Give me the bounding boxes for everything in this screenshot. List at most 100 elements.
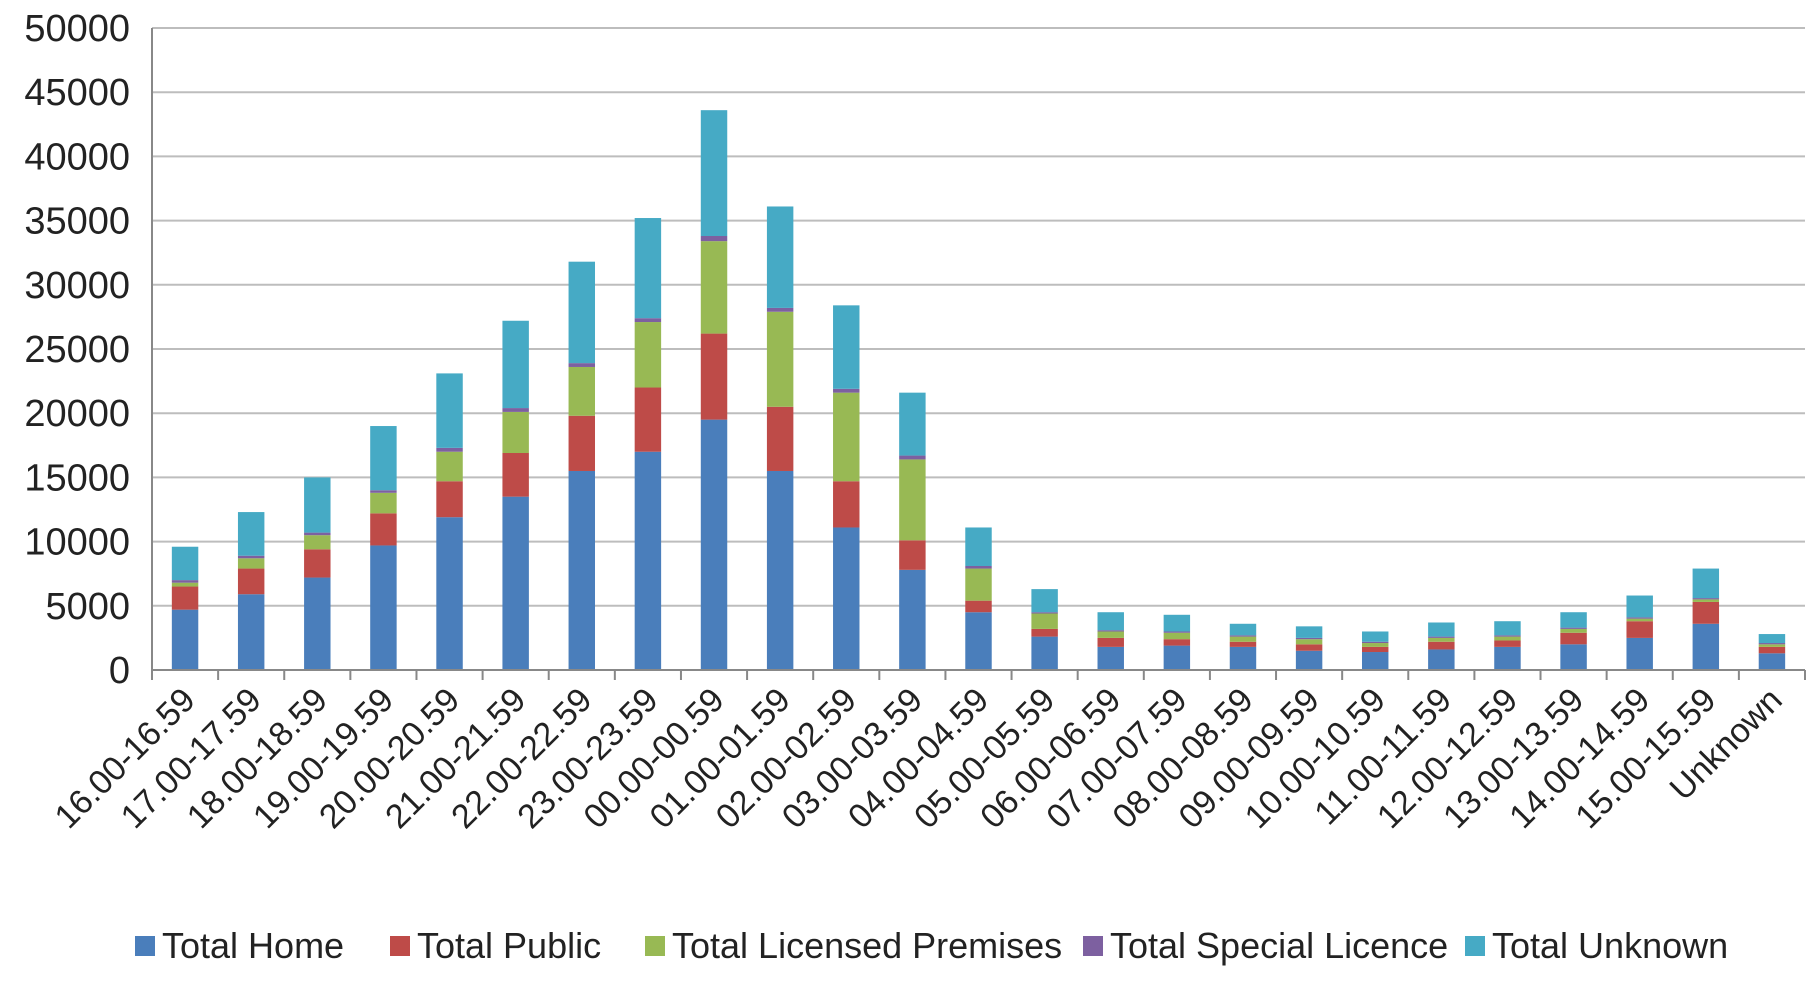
bar-segment xyxy=(1494,621,1521,636)
bar-segment xyxy=(1560,627,1587,629)
bar-segment xyxy=(700,241,728,334)
bar-segment xyxy=(899,459,926,541)
bar-segment xyxy=(1428,641,1455,650)
bar-segment xyxy=(1163,631,1191,633)
bar-segment xyxy=(1097,631,1124,638)
bar-segment xyxy=(1163,632,1191,640)
bar-segment xyxy=(634,451,662,670)
bar-segment xyxy=(304,532,331,536)
bar-segment xyxy=(237,594,265,670)
bar-segment xyxy=(1758,646,1786,654)
bar-segment xyxy=(1692,623,1720,670)
bar-segment xyxy=(965,568,992,601)
bar-segment xyxy=(237,555,265,559)
bar-segment xyxy=(1560,632,1587,645)
legend: Total Home Total Public Total Licensed Pre… xyxy=(135,925,1728,966)
bar-segment xyxy=(1031,628,1058,637)
bar-segment xyxy=(1626,621,1653,638)
bar-segment xyxy=(1494,646,1521,670)
y-tick-label: 40000 xyxy=(24,136,130,178)
bar-segment xyxy=(370,490,397,493)
bar-segment xyxy=(1361,643,1389,647)
bar-segment xyxy=(833,388,860,393)
bar-segment xyxy=(436,481,463,518)
bar-segment xyxy=(1163,645,1191,670)
bar-segment xyxy=(171,580,199,583)
bar-segment xyxy=(1758,644,1786,647)
bar-segment xyxy=(899,455,926,460)
bar-segment xyxy=(1692,599,1720,602)
y-tick-label: 25000 xyxy=(24,329,130,371)
bar-segment xyxy=(899,392,926,456)
bar-segment xyxy=(436,451,463,482)
bar-segment xyxy=(1494,640,1521,647)
bar-segment xyxy=(370,492,397,514)
bar-segment xyxy=(1428,622,1455,637)
legend-label: Total Special Licence xyxy=(1110,925,1448,966)
bar-segment xyxy=(1031,589,1058,613)
bar-segment xyxy=(502,453,529,497)
bar-segment xyxy=(700,419,728,670)
bar-segment xyxy=(1229,623,1257,636)
bar-segment xyxy=(965,600,992,613)
bar-segment xyxy=(833,527,860,670)
bar-segment xyxy=(1626,618,1653,622)
bar-segment xyxy=(1428,649,1455,670)
bar-segment xyxy=(370,513,397,546)
bar-segment xyxy=(965,612,992,670)
bar-segment xyxy=(833,305,860,389)
bar-segment xyxy=(766,311,794,407)
bar-segment xyxy=(1361,641,1389,644)
bar-segment xyxy=(370,545,397,670)
bar-segment xyxy=(1626,595,1653,618)
bar-segment xyxy=(171,582,199,587)
bar-segment xyxy=(1361,652,1389,670)
gridlines xyxy=(152,27,1805,671)
bar-segment xyxy=(766,206,794,308)
bar-segment xyxy=(1692,598,1720,600)
bar-segment xyxy=(1428,636,1455,638)
bar-segment xyxy=(1494,636,1521,641)
y-tick-label: 35000 xyxy=(24,201,130,243)
bar-segment xyxy=(1295,637,1323,640)
axes xyxy=(151,28,1806,680)
bar-segment xyxy=(1560,644,1587,670)
legend-label: Total Home xyxy=(162,925,344,966)
bar-segment xyxy=(304,549,331,578)
y-tick-label: 50000 xyxy=(24,8,130,50)
y-tick-label: 0 xyxy=(109,650,130,692)
bar-segment xyxy=(1031,613,1058,629)
bar-segment xyxy=(1758,643,1786,645)
bar-segment xyxy=(171,609,199,670)
bar-segment xyxy=(568,366,596,416)
bar-segment xyxy=(700,333,728,420)
bar-segment xyxy=(304,477,331,533)
bar-segment xyxy=(171,546,199,581)
bar-segment xyxy=(1295,650,1323,670)
bar-segment xyxy=(1560,628,1587,633)
bar-segment xyxy=(634,387,662,452)
bar-segment xyxy=(1692,601,1720,624)
bar-segment xyxy=(436,447,463,452)
bar-segment xyxy=(1361,631,1389,642)
bar-segment xyxy=(1626,637,1653,670)
y-tick-label: 5000 xyxy=(45,586,130,628)
bar-segment xyxy=(436,517,463,670)
legend-label: Total Public xyxy=(417,925,601,966)
legend-swatch xyxy=(1465,936,1485,956)
bar-segment xyxy=(700,236,728,242)
bar-segment xyxy=(899,569,926,670)
bar-segment xyxy=(634,318,662,323)
bar-segment xyxy=(1428,637,1455,642)
bar-segment xyxy=(1692,568,1720,599)
bar-segment xyxy=(1626,617,1653,619)
bar-segment xyxy=(568,470,596,670)
bar-segment xyxy=(965,527,992,566)
bar-segment xyxy=(899,540,926,570)
bar-segment xyxy=(1295,644,1323,651)
bar-segment xyxy=(700,110,728,237)
x-axis-tick-labels: 16.00-16.5917.00-17.5918.00-18.5919.00-1… xyxy=(48,681,1790,836)
bar-segment xyxy=(965,565,992,569)
bar-segment xyxy=(304,577,331,670)
